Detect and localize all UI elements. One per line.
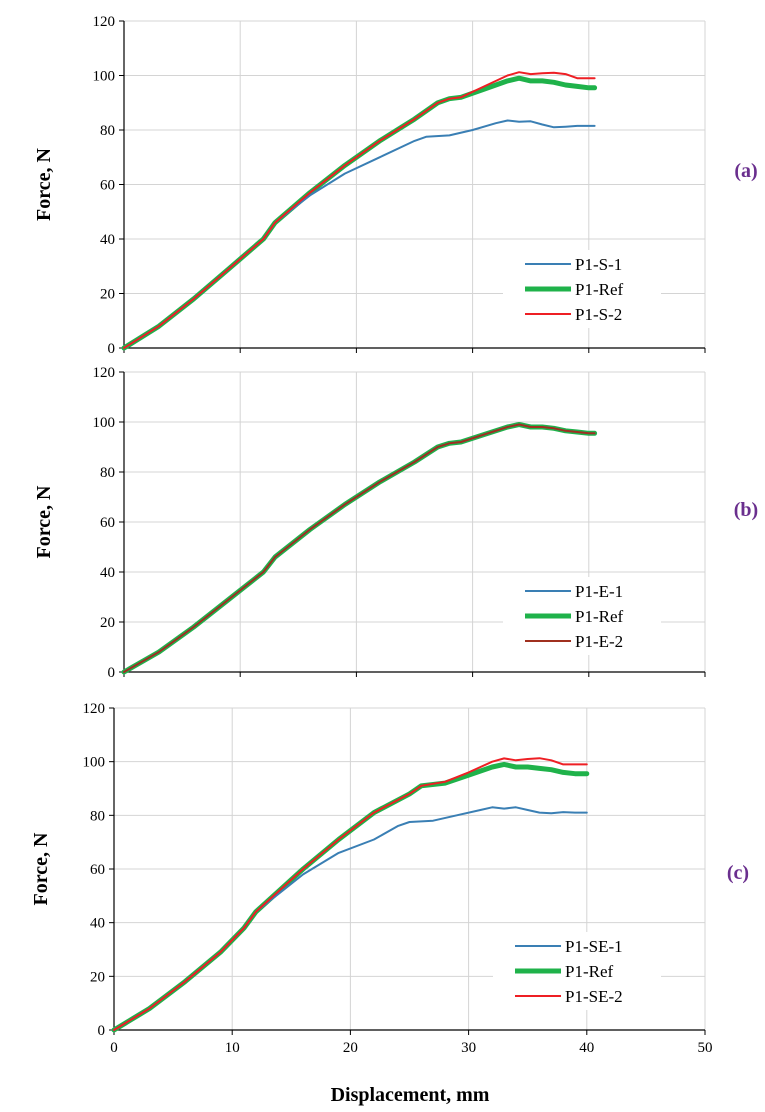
legend-label: P1-E-1 <box>575 582 623 601</box>
legend: P1-S-1 P1-Ref P1-S-2 <box>503 250 661 328</box>
y-tick-label: 20 <box>90 969 105 985</box>
legend: P1-SE-1 P1-Ref P1-SE-2 <box>493 932 661 1010</box>
y-tick-label: 100 <box>93 69 116 85</box>
x-tick-label: 0 <box>110 1040 118 1056</box>
y-axis-title: Force, N <box>33 147 55 220</box>
y-tick-label: 100 <box>93 415 116 431</box>
series-line-p1-s-2 <box>123 71 596 349</box>
x-tick-label: 20 <box>343 1040 358 1056</box>
y-tick-label: 20 <box>100 615 115 631</box>
panel-label: (c) <box>727 862 749 884</box>
x-tick-label: 10 <box>225 1040 240 1056</box>
x-tick-label: 30 <box>461 1040 476 1056</box>
y-tick-label: 40 <box>100 565 115 581</box>
y-tick-label: 40 <box>100 232 115 248</box>
y-tick-label: 40 <box>90 916 105 932</box>
series-line-p1-e-2 <box>123 423 596 673</box>
legend-label: P1-S-2 <box>575 305 622 324</box>
y-tick-label: 80 <box>100 465 115 481</box>
y-tick-label: 20 <box>100 287 115 303</box>
y-tick-label: 60 <box>90 862 105 878</box>
y-tick-label: 0 <box>108 665 116 681</box>
y-axis-title: Force, N <box>33 485 55 558</box>
y-tick-label: 80 <box>90 808 105 824</box>
legend-label: P1-SE-2 <box>565 987 623 1006</box>
y-tick-label: 120 <box>93 365 116 381</box>
legend-label: P1-SE-1 <box>565 937 623 956</box>
series-line-p1-se-2 <box>113 757 588 1031</box>
legend-label: P1-Ref <box>575 607 624 626</box>
legend-label: P1-Ref <box>565 962 614 981</box>
y-tick-label: 120 <box>83 701 106 717</box>
y-axis-title: Force, N <box>30 832 52 905</box>
x-tick-label: 40 <box>579 1040 594 1056</box>
panel-label: (b) <box>734 499 758 521</box>
x-axis-title: Displacement, mm <box>331 1084 490 1106</box>
y-tick-label: 60 <box>100 178 115 194</box>
panel-label: (a) <box>734 160 757 182</box>
y-tick-label: 100 <box>83 755 106 771</box>
legend: P1-E-1 P1-Ref P1-E-2 <box>503 577 661 655</box>
legend-label: P1-S-1 <box>575 255 622 274</box>
y-tick-label: 0 <box>108 341 116 357</box>
panel-3: 0 20 40 60 80 100 120 0 10 20 30 40 50 Force, N (c) P1-… <box>30 701 749 1056</box>
y-tick-label: 80 <box>100 123 115 139</box>
legend-label: P1-Ref <box>575 280 624 299</box>
legend-label: P1-E-2 <box>575 632 623 651</box>
y-tick-label: 60 <box>100 515 115 531</box>
y-tick-label: 0 <box>98 1023 106 1039</box>
y-tick-label: 120 <box>93 14 116 30</box>
x-tick-label: 50 <box>698 1040 713 1056</box>
